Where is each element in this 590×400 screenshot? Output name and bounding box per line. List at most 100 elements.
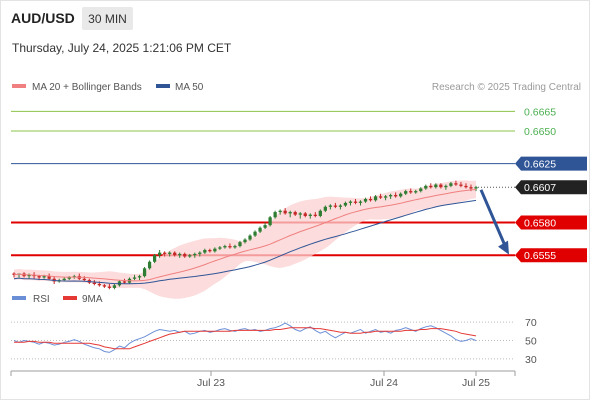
x-axis-label: Jul 23 [197, 377, 225, 389]
candle-body [253, 231, 257, 236]
candle-body [223, 246, 227, 248]
level-badge-support [515, 248, 587, 263]
candle-body [399, 193, 403, 197]
candle-body [464, 185, 468, 188]
level-label-last-price: 0.6607 [524, 182, 556, 194]
candle-body [298, 213, 302, 215]
candle-body [383, 196, 388, 198]
timeframe-badge[interactable] [82, 7, 133, 30]
rsi-tick-label: 70 [525, 317, 537, 329]
rsi-tick-label: 50 [525, 336, 537, 348]
candle-body [273, 212, 277, 218]
candle-body [233, 246, 237, 248]
ma50-line [13, 199, 477, 285]
candle-body [308, 214, 312, 216]
ma50-legend-swatch [156, 84, 170, 88]
ma20-line [13, 189, 477, 282]
candle-body [338, 205, 343, 207]
candle-body [142, 268, 147, 277]
candle-body [42, 276, 46, 278]
candle-body [147, 261, 152, 269]
level-label-support: 0.6580 [524, 218, 556, 230]
candle-body [313, 214, 317, 216]
candle-body [318, 210, 322, 216]
candle-body [363, 198, 368, 202]
candle-body [243, 239, 247, 243]
candlesticks [12, 180, 478, 290]
candle-body [27, 274, 31, 277]
candle-body [188, 255, 192, 257]
candle-body [137, 276, 142, 278]
candle-body [323, 206, 327, 211]
candle-body [122, 281, 127, 283]
bollinger-bands [14, 180, 476, 299]
candle-body [283, 210, 287, 214]
level-labels: 0.6665 0.6650 0.6625 0.6607 0.6580 0.6555 [515, 106, 587, 263]
datetime-label: Thursday, July 24, 2025 1:21:06 PM CET [12, 41, 232, 55]
candle-body [288, 212, 292, 214]
ma20-legend-swatch [12, 84, 26, 88]
candle-body [353, 201, 358, 203]
candle-body [168, 252, 172, 254]
candle-body [163, 252, 167, 254]
rsi-line [13, 322, 477, 353]
candle-body [208, 249, 212, 252]
candle-body [37, 276, 41, 278]
candle-body [268, 217, 272, 226]
candle-body [173, 252, 177, 256]
candle-body [238, 242, 242, 247]
candle-body [193, 253, 197, 256]
candle-body [358, 201, 363, 203]
ma9-legend-swatch [63, 296, 77, 300]
candle-body [203, 249, 207, 253]
candle-body [414, 191, 418, 193]
copyright-label: Research © 2025 Trading Central [432, 82, 581, 93]
candle-body [92, 282, 96, 284]
level-label-resistance: 0.6665 [524, 106, 556, 118]
candle-body [328, 205, 333, 207]
x-axis-label: Jul 25 [462, 377, 490, 389]
ma20-legend-label: MA 20 + Bollinger Bands [32, 82, 142, 93]
level-badge-last-price [515, 180, 587, 195]
candle-body [429, 185, 433, 188]
candle-body [404, 191, 408, 194]
x-axis: Jul 23 Jul 24 Jul 25 [10, 370, 516, 389]
candle-body [409, 191, 413, 193]
candle-body [102, 285, 107, 287]
candle-body [333, 205, 338, 207]
forecast-arrow-shaft [479, 189, 507, 247]
symbol-label: AUD/USD [11, 10, 75, 26]
candle-body [258, 227, 262, 232]
candle-body [228, 246, 232, 248]
candle-body [183, 253, 187, 257]
level-badge-pivot [515, 156, 587, 171]
candle-body [373, 196, 378, 201]
candle-body [388, 195, 393, 197]
candle-body [424, 185, 428, 189]
symbol-box [4, 6, 80, 30]
level-badge-support [515, 215, 587, 230]
ma9-legend-label: 9MA [82, 294, 103, 305]
candle-body [178, 253, 182, 256]
candle-body [152, 255, 157, 262]
level-label-resistance: 0.6650 [524, 126, 556, 138]
candle-body [368, 198, 373, 201]
candle-body [213, 248, 217, 252]
candle-body [343, 202, 348, 206]
candle-body [303, 213, 307, 216]
candle-body [47, 276, 51, 279]
candle-body [112, 285, 117, 288]
bollinger-band-area [14, 180, 476, 299]
candle-body [132, 277, 137, 279]
candle-body [157, 252, 162, 256]
candle-body [454, 183, 458, 185]
candle-body [198, 252, 202, 254]
candle-body [278, 210, 282, 213]
rsi-tick-label: 30 [525, 354, 537, 366]
level-label-pivot: 0.6625 [524, 159, 556, 171]
candle-body [248, 235, 252, 240]
candle-body [97, 284, 102, 286]
timeframe-label: 30 MIN [88, 12, 127, 26]
rsi-ma9-line [14, 327, 477, 350]
